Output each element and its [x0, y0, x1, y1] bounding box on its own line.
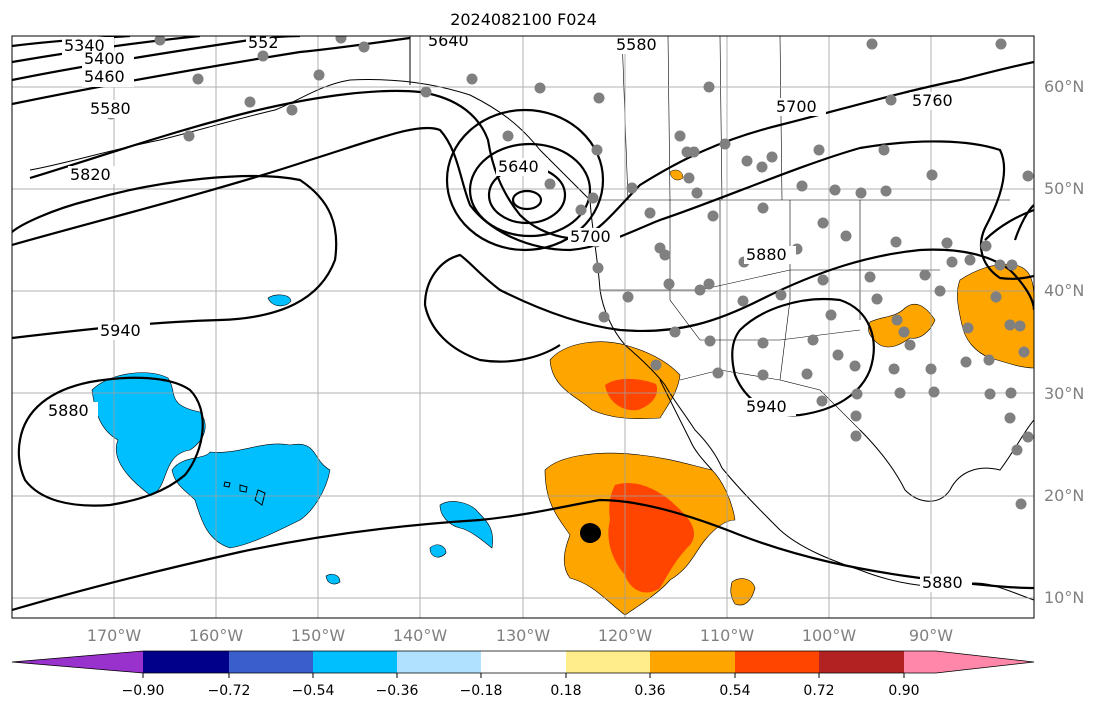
negative-anomaly-area-small-3: [267, 294, 292, 307]
longitude-label: 170°W: [86, 626, 142, 645]
longitude-label: 140°W: [392, 626, 448, 645]
latitude-label: 20°N: [1044, 486, 1085, 505]
contour-label: 5340: [64, 36, 105, 55]
positive-anomaly-area-central-us: [868, 304, 936, 348]
colorbar-tick-label: −0.18: [459, 683, 503, 699]
height-contours: [12, 36, 1034, 612]
colorbar-swatch: [904, 651, 936, 673]
contour-label: 552: [248, 33, 279, 52]
contour-label: 5700: [570, 227, 611, 246]
contour-label: 5880: [48, 401, 89, 420]
latitude-label: 10°N: [1044, 588, 1085, 607]
contour-label-group: 5340 5400 5460 552 5580 5640 5580 5700 5…: [46, 31, 972, 592]
contour-label: 5880: [746, 245, 787, 264]
strong-anomaly-area-california: [605, 378, 658, 411]
contour-label: 5940: [100, 321, 141, 340]
colorbar-swatch: [229, 651, 313, 673]
negative-anomaly-area-small-2: [429, 544, 447, 558]
contour-label: 5760: [912, 91, 953, 110]
colorbar-swatch: [143, 651, 229, 673]
longitude-label: 160°W: [188, 626, 244, 645]
colorbar-max-extension: [936, 651, 1034, 673]
positive-anomaly-area-small-2: [669, 169, 684, 181]
contour-label: 5640: [428, 31, 469, 50]
contour-label: 5400: [84, 49, 125, 68]
colorbar-tick-label: 0.72: [803, 683, 835, 699]
colorbar-swatch: [650, 651, 735, 673]
colorbar-tick-label: −0.54: [291, 683, 335, 699]
latitude-label: 60°N: [1044, 77, 1085, 96]
negative-anomaly-area-small-4: [325, 573, 341, 585]
colorbar: [11, 650, 1035, 678]
contour-label: 5460: [84, 67, 125, 86]
colorbar-tick-label: −0.90: [121, 683, 165, 699]
map-title: 2024082100 F024: [450, 10, 597, 29]
longitude-label: 110°W: [699, 626, 755, 645]
contour-label: 5640: [498, 157, 539, 176]
latitude-label: 50°N: [1044, 179, 1085, 198]
colorbar-swatch: [735, 651, 819, 673]
longitude-label: 150°W: [290, 626, 346, 645]
storm-marker: [580, 523, 601, 543]
contour-label: 5580: [90, 99, 131, 118]
colorbar-tick-label: 0.36: [634, 683, 666, 699]
strong-anomaly-area-eastern-pacific: [608, 482, 695, 593]
colorbar-swatch: [481, 651, 566, 673]
colorbar-tick-label: 0.90: [888, 683, 920, 699]
colorbar-swatch: [566, 651, 650, 673]
contour-label: 5820: [70, 165, 111, 184]
longitude-label: 90°W: [908, 626, 954, 645]
colorbar-tick-label: 0.18: [550, 683, 582, 699]
colorbar-swatch: [397, 651, 481, 673]
colorbar-swatch: [313, 651, 397, 673]
contour-label: 5700: [776, 97, 817, 116]
negative-anomaly-area-west: [91, 372, 206, 496]
contour-label: 5580: [616, 35, 657, 54]
colorbar-min-extension: [12, 651, 143, 673]
colorbar-swatch: [819, 651, 904, 673]
longitude-label: 100°W: [801, 626, 857, 645]
contour-label: 5880: [922, 573, 963, 592]
longitude-label: 130°W: [495, 626, 551, 645]
colorbar-tick-label: 0.54: [719, 683, 751, 699]
longitude-label: 120°W: [597, 626, 653, 645]
negative-anomaly-area-small-1: [439, 501, 493, 549]
colorbar-tick-label: −0.36: [375, 683, 419, 699]
station-markers: [105, 36, 1034, 510]
plot-frame: [11, 35, 1035, 619]
contour-label: 5940: [746, 397, 787, 416]
colorbar-tick-label: −0.72: [207, 683, 251, 699]
latitude-label: 40°N: [1044, 281, 1085, 300]
latitude-label: 30°N: [1044, 384, 1085, 403]
